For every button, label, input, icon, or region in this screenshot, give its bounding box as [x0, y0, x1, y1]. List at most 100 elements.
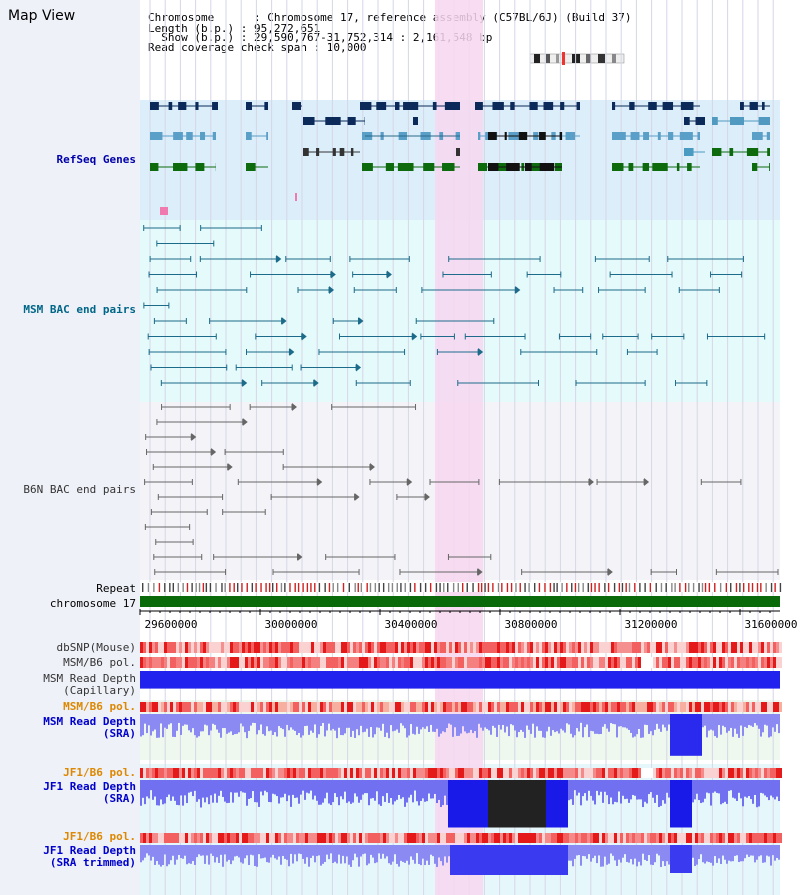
refseq-gene: [612, 163, 700, 171]
repeat-element: [354, 583, 356, 592]
bac-end-pair: [155, 539, 194, 545]
track-label-msm-bac[interactable]: MSM BAC end pairs: [23, 303, 136, 316]
repeat-element: [618, 583, 621, 592]
repeat-element: [735, 583, 738, 592]
bac-end-pair: [355, 380, 411, 386]
repeat-element: [779, 583, 782, 592]
bac-end-pair: [421, 286, 521, 294]
polymorphism-heat-track: [140, 768, 782, 778]
refseq-gene: [150, 102, 218, 110]
repeat-element: [229, 583, 231, 592]
track-label-msm-depth-capillary[interactable]: MSM Read Depth (Capillary): [43, 672, 136, 697]
repeat-element: [501, 583, 503, 592]
repeat-element: [224, 583, 226, 592]
refseq-gene: [612, 132, 700, 140]
repeat-element: [730, 583, 732, 592]
repeat-element: [698, 583, 700, 592]
refseq-gene: [475, 102, 580, 110]
repeat-element: [419, 583, 422, 592]
bac-end-pair: [213, 553, 303, 561]
refseq-gene: [684, 117, 705, 125]
repeat-element: [487, 583, 490, 592]
repeat-element: [260, 583, 262, 592]
bac-end-pair: [325, 554, 396, 560]
refseq-gene: [160, 207, 168, 215]
repeat-element: [153, 583, 155, 592]
repeat-element: [328, 583, 331, 592]
bac-end-pair: [650, 569, 677, 575]
repeat-element: [625, 583, 627, 592]
repeat-element: [613, 583, 616, 592]
refseq-gene: [246, 132, 268, 140]
bac-end-pair: [150, 509, 208, 515]
repeat-element: [409, 583, 412, 592]
bac-end-pair: [270, 493, 360, 501]
repeat-element: [221, 583, 223, 592]
bac-end-pair: [521, 568, 613, 576]
bac-end-pair: [272, 569, 360, 575]
repeat-element: [429, 583, 432, 592]
axis-tick-label: 31600000: [745, 618, 798, 631]
bac-end-pair: [349, 256, 410, 262]
repeat-element: [198, 583, 201, 592]
track-label-msm-depth-sra[interactable]: MSM Read Depth (SRA): [43, 715, 136, 740]
repeat-element: [366, 583, 368, 592]
bac-end-pair: [420, 333, 455, 340]
bac-end-pair: [667, 256, 744, 262]
repeat-element: [582, 583, 584, 592]
bac-end-pair: [464, 333, 526, 340]
repeat-element: [466, 583, 468, 592]
repeat-element: [760, 583, 762, 592]
bac-end-pair: [209, 317, 287, 325]
bac-end-pair: [520, 349, 598, 355]
track-label-refseq[interactable]: RefSeq Genes: [56, 153, 136, 166]
bac-end-pair: [150, 364, 228, 371]
repeat-element: [369, 583, 372, 592]
bac-end-pair: [498, 478, 594, 486]
repeat-element: [556, 583, 558, 592]
repeat-element: [360, 583, 363, 592]
track-label-dbsnp[interactable]: dbSNP(Mouse): [56, 641, 136, 654]
repeat-element: [684, 583, 687, 592]
repeat-element: [297, 583, 300, 592]
repeat-element: [404, 583, 406, 592]
track-label-jf1-depth-trimmed[interactable]: JF1 Read Depth (SRA trimmed): [43, 844, 136, 869]
refseq-gene: [752, 163, 770, 171]
bac-end-pair: [255, 332, 307, 341]
bac-end-pair: [237, 478, 323, 486]
chromosome-bar: [140, 596, 780, 607]
repeat-element: [660, 583, 663, 592]
repeat-element: [477, 583, 480, 592]
bac-end-pair: [157, 494, 224, 500]
repeat-element: [561, 583, 563, 592]
refseq-gene: [488, 132, 562, 140]
repeat-element: [515, 583, 517, 592]
repeat-element: [725, 583, 728, 592]
bac-end-pair: [706, 333, 766, 340]
repeat-element: [639, 583, 641, 592]
track-label-jf1-depth-sra[interactable]: JF1 Read Depth (SRA): [43, 780, 136, 805]
read-depth-track: [140, 671, 780, 689]
track-label-jf1-b6-pol-2[interactable]: JF1/B6 pol.: [63, 830, 136, 843]
repeat-element: [424, 583, 427, 592]
bac-end-pair: [651, 333, 685, 340]
refseq-gene: [712, 148, 770, 156]
track-label-msm-b6-pol[interactable]: MSM/B6 pol.: [63, 656, 136, 669]
repeat-element: [233, 583, 235, 592]
bac-end-pair: [285, 256, 331, 262]
repeat-element: [553, 583, 555, 592]
refseq-gene: [456, 148, 460, 156]
bac-end-pair: [144, 479, 193, 485]
track-label-msm-b6-pol-2[interactable]: MSM/B6 pol.: [63, 700, 136, 713]
track-label-jf1-b6-pol[interactable]: JF1/B6 pol.: [63, 766, 136, 779]
repeat-element: [544, 583, 546, 592]
bac-end-pair: [396, 493, 430, 501]
polymorphism-heat-track: [140, 657, 782, 668]
repeat-element: [215, 583, 217, 592]
bac-end-pair: [700, 479, 742, 485]
track-label-b6n-bac[interactable]: B6N BAC end pairs: [23, 483, 136, 496]
bac-end-pair: [558, 333, 592, 340]
bac-end-pair: [332, 317, 364, 325]
repeat-element: [765, 583, 767, 592]
